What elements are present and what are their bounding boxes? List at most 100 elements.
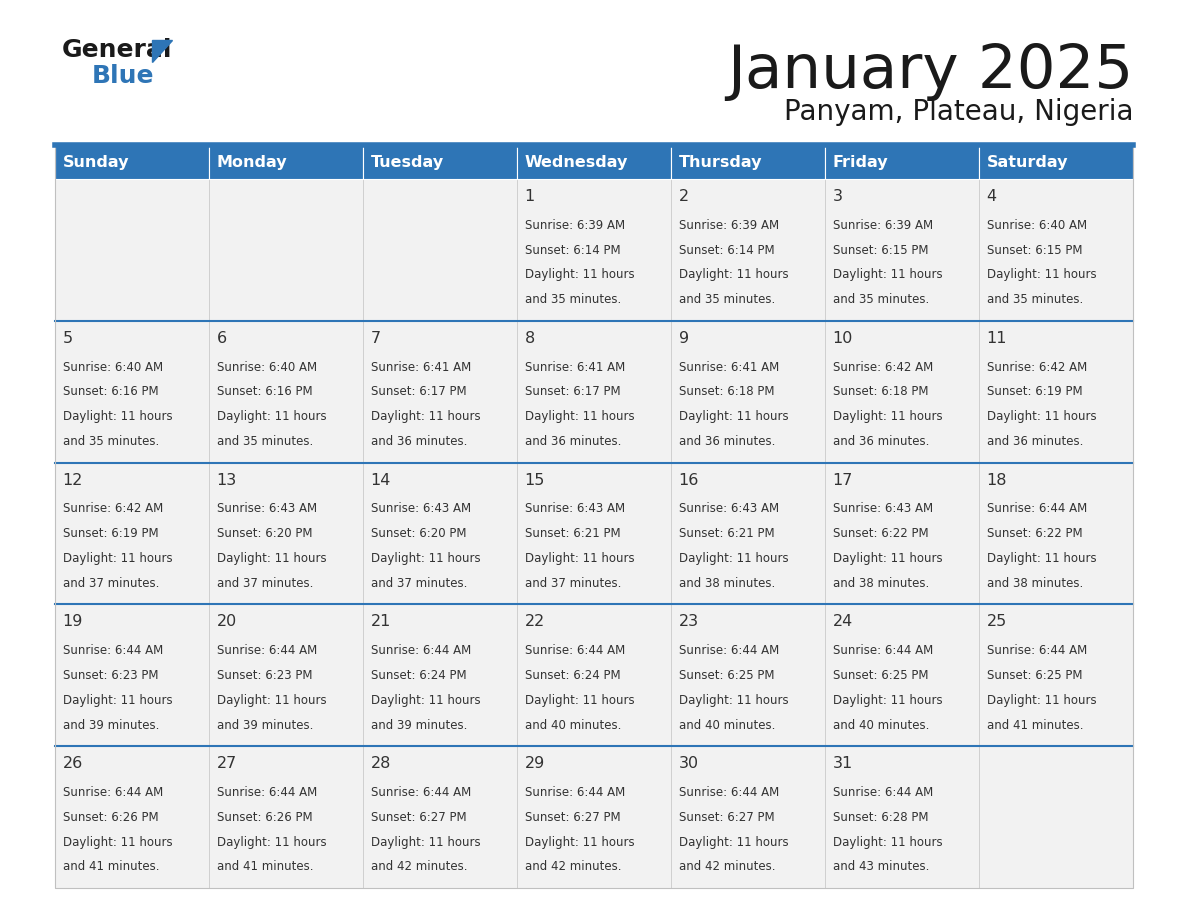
Bar [824, 463, 979, 604]
Text: Sunset: 6:17 PM: Sunset: 6:17 PM [371, 386, 467, 398]
Text: Sunday: Sunday [63, 154, 129, 170]
Text: and 35 minutes.: and 35 minutes. [216, 435, 312, 448]
Text: and 40 minutes.: and 40 minutes. [833, 719, 929, 732]
Text: Daylight: 11 hours: Daylight: 11 hours [525, 835, 634, 848]
Bar [517, 746, 671, 888]
Text: Daylight: 11 hours: Daylight: 11 hours [833, 835, 942, 848]
Bar [364, 463, 517, 604]
Bar [517, 463, 671, 604]
Text: and 35 minutes.: and 35 minutes. [678, 293, 775, 306]
Text: Sunrise: 6:39 AM: Sunrise: 6:39 AM [678, 218, 779, 231]
Bar [55, 604, 209, 746]
Text: Daylight: 11 hours: Daylight: 11 hours [63, 552, 172, 565]
Text: Sunrise: 6:44 AM: Sunrise: 6:44 AM [833, 644, 933, 657]
Text: Daylight: 11 hours: Daylight: 11 hours [833, 694, 942, 707]
Text: and 37 minutes.: and 37 minutes. [63, 577, 159, 589]
Text: Sunrise: 6:43 AM: Sunrise: 6:43 AM [678, 502, 779, 515]
Bar [824, 746, 979, 888]
Text: Sunset: 6:27 PM: Sunset: 6:27 PM [371, 811, 467, 823]
Text: Sunrise: 6:44 AM: Sunrise: 6:44 AM [987, 502, 1087, 515]
Text: Sunrise: 6:44 AM: Sunrise: 6:44 AM [525, 644, 625, 657]
Text: Daylight: 11 hours: Daylight: 11 hours [371, 552, 480, 565]
Text: Daylight: 11 hours: Daylight: 11 hours [525, 552, 634, 565]
Text: Sunrise: 6:43 AM: Sunrise: 6:43 AM [525, 502, 625, 515]
Text: Tuesday: Tuesday [371, 154, 444, 170]
Text: 26: 26 [63, 756, 83, 771]
Text: 21: 21 [371, 614, 391, 630]
Text: Daylight: 11 hours: Daylight: 11 hours [525, 694, 634, 707]
Text: 30: 30 [678, 756, 699, 771]
Bar [979, 746, 1133, 888]
Text: Daylight: 11 hours: Daylight: 11 hours [525, 268, 634, 281]
Bar [517, 145, 671, 179]
Text: 6: 6 [216, 330, 227, 346]
Text: Daylight: 11 hours: Daylight: 11 hours [678, 552, 789, 565]
Text: Sunrise: 6:41 AM: Sunrise: 6:41 AM [371, 361, 470, 374]
Text: Daylight: 11 hours: Daylight: 11 hours [833, 410, 942, 423]
Text: Sunset: 6:20 PM: Sunset: 6:20 PM [371, 527, 466, 540]
Text: Sunset: 6:21 PM: Sunset: 6:21 PM [525, 527, 620, 540]
Text: Daylight: 11 hours: Daylight: 11 hours [678, 694, 789, 707]
Text: Sunset: 6:25 PM: Sunset: 6:25 PM [678, 669, 775, 682]
Text: Saturday: Saturday [987, 154, 1068, 170]
Bar [209, 145, 364, 179]
Text: and 37 minutes.: and 37 minutes. [216, 577, 314, 589]
Bar [671, 604, 824, 746]
Text: 17: 17 [833, 473, 853, 487]
Text: Sunrise: 6:40 AM: Sunrise: 6:40 AM [216, 361, 317, 374]
Text: Sunset: 6:28 PM: Sunset: 6:28 PM [833, 811, 928, 823]
Text: 27: 27 [216, 756, 236, 771]
Bar [209, 604, 364, 746]
Text: 1: 1 [525, 189, 535, 204]
Text: and 35 minutes.: and 35 minutes. [833, 293, 929, 306]
Text: Sunrise: 6:44 AM: Sunrise: 6:44 AM [678, 786, 779, 799]
Text: Monday: Monday [216, 154, 287, 170]
Text: General: General [62, 38, 172, 62]
Bar [824, 179, 979, 320]
Text: and 37 minutes.: and 37 minutes. [525, 577, 621, 589]
Bar [671, 145, 824, 179]
Text: and 39 minutes.: and 39 minutes. [216, 719, 314, 732]
Text: Daylight: 11 hours: Daylight: 11 hours [525, 410, 634, 423]
Text: and 40 minutes.: and 40 minutes. [525, 719, 621, 732]
Text: Sunrise: 6:44 AM: Sunrise: 6:44 AM [63, 644, 163, 657]
Text: Daylight: 11 hours: Daylight: 11 hours [63, 694, 172, 707]
Polygon shape [152, 40, 172, 62]
Text: 9: 9 [678, 330, 689, 346]
Text: and 37 minutes.: and 37 minutes. [371, 577, 467, 589]
Text: and 36 minutes.: and 36 minutes. [987, 435, 1083, 448]
Text: Sunset: 6:24 PM: Sunset: 6:24 PM [525, 669, 620, 682]
Text: Daylight: 11 hours: Daylight: 11 hours [833, 268, 942, 281]
Text: and 41 minutes.: and 41 minutes. [216, 860, 314, 873]
Text: 5: 5 [63, 330, 72, 346]
Text: and 36 minutes.: and 36 minutes. [371, 435, 467, 448]
Bar [671, 320, 824, 463]
Text: Daylight: 11 hours: Daylight: 11 hours [371, 694, 480, 707]
Bar [671, 463, 824, 604]
Text: Sunset: 6:19 PM: Sunset: 6:19 PM [63, 527, 158, 540]
Text: 12: 12 [63, 473, 83, 487]
Bar [824, 145, 979, 179]
Text: Daylight: 11 hours: Daylight: 11 hours [216, 552, 327, 565]
Text: Sunrise: 6:43 AM: Sunrise: 6:43 AM [216, 502, 317, 515]
Bar [209, 320, 364, 463]
Text: 16: 16 [678, 473, 699, 487]
Text: 23: 23 [678, 614, 699, 630]
Text: 28: 28 [371, 756, 391, 771]
Text: Sunset: 6:25 PM: Sunset: 6:25 PM [987, 669, 1082, 682]
Text: Sunrise: 6:44 AM: Sunrise: 6:44 AM [63, 786, 163, 799]
Bar [209, 179, 364, 320]
Text: Daylight: 11 hours: Daylight: 11 hours [987, 694, 1097, 707]
Text: Daylight: 11 hours: Daylight: 11 hours [216, 410, 327, 423]
Bar [55, 145, 1133, 888]
Text: Sunrise: 6:44 AM: Sunrise: 6:44 AM [833, 786, 933, 799]
Text: Sunrise: 6:42 AM: Sunrise: 6:42 AM [833, 361, 933, 374]
Text: Daylight: 11 hours: Daylight: 11 hours [987, 552, 1097, 565]
Text: Sunrise: 6:44 AM: Sunrise: 6:44 AM [678, 644, 779, 657]
Text: 3: 3 [833, 189, 842, 204]
Text: Thursday: Thursday [678, 154, 763, 170]
Bar [979, 463, 1133, 604]
Text: Sunset: 6:22 PM: Sunset: 6:22 PM [987, 527, 1082, 540]
Bar [209, 463, 364, 604]
Text: and 38 minutes.: and 38 minutes. [833, 577, 929, 589]
